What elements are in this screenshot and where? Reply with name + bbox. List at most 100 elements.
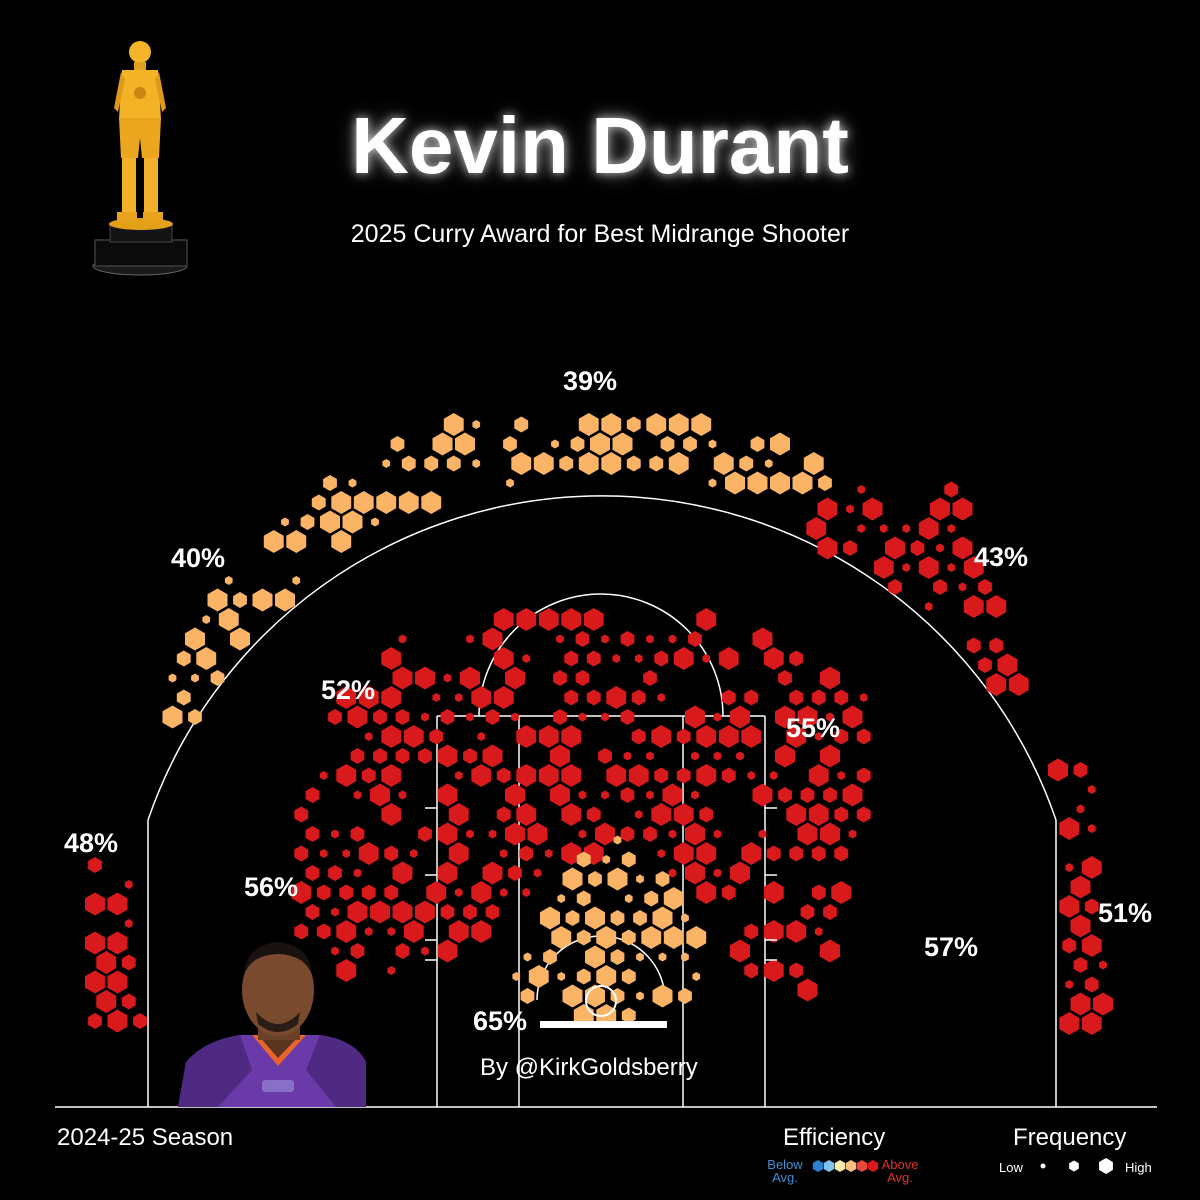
shot-hex-above-break-3-left xyxy=(424,455,439,472)
shot-hex-long-midrange xyxy=(747,771,756,780)
chart-subtitle: 2025 Curry Award for Best Midrange Shoot… xyxy=(350,220,850,248)
shot-hex-above-break-3-left xyxy=(668,452,689,475)
shot-hex-long-midrange xyxy=(443,673,452,683)
shot-hex-paint xyxy=(551,926,572,949)
shot-hex-above-break-3-left xyxy=(185,627,205,651)
frequency-small-marker xyxy=(1040,1163,1046,1169)
shot-hex-above-break-3-left xyxy=(514,416,529,433)
shot-hex-long-midrange xyxy=(409,849,418,858)
shot-hex-corner-3-right xyxy=(1059,1012,1080,1035)
shot-hex-long-midrange xyxy=(601,712,609,722)
shot-hex-long-midrange xyxy=(575,670,590,686)
shot-hex-paint xyxy=(681,952,689,962)
shot-hex-above-break-3-left xyxy=(196,647,217,670)
efficiency-legend-title: Efficiency xyxy=(783,1124,886,1151)
shot-hex-above-break-3-left xyxy=(401,455,416,472)
shot-hex-long-midrange xyxy=(811,845,826,862)
shot-hex-long-midrange xyxy=(775,744,795,768)
shot-hex-long-midrange xyxy=(516,803,537,826)
shot-hex-long-midrange xyxy=(370,900,390,924)
shot-hex-long-midrange xyxy=(347,900,368,924)
shot-hex-above-break-3-left xyxy=(390,436,405,452)
shot-hex-paint xyxy=(512,972,521,981)
shot-hex-corner-3-left xyxy=(85,892,105,916)
shot-hex-corner-3-left xyxy=(133,1013,147,1029)
shot-hex-above-break-3-right xyxy=(879,524,888,533)
shot-hex-long-midrange xyxy=(691,790,699,800)
shot-hex-above-break-3-left xyxy=(176,689,191,706)
shot-hex-long-midrange xyxy=(381,803,402,826)
shot-hex-long-midrange xyxy=(620,826,635,842)
shot-hex-long-midrange xyxy=(834,728,849,745)
shot-hex-paint xyxy=(610,910,625,926)
shot-hex-long-midrange xyxy=(834,689,849,706)
shot-hex-long-midrange xyxy=(418,826,432,842)
shot-hex-long-midrange xyxy=(336,686,357,709)
player-photo xyxy=(178,942,366,1107)
shot-hex-long-midrange xyxy=(595,822,615,846)
shot-hex-long-midrange xyxy=(643,826,657,842)
shot-hex-long-midrange xyxy=(482,744,503,768)
shot-hex-above-break-3-left xyxy=(252,588,273,612)
shot-hex-above-break-3-right xyxy=(843,540,857,556)
shot-hex-above-break-3-left xyxy=(770,432,790,456)
shot-hex-long-midrange xyxy=(437,822,458,846)
shot-hex-above-break-3-left xyxy=(233,592,247,608)
frequency-medium-marker xyxy=(1069,1160,1079,1172)
shot-hex-long-midrange xyxy=(601,790,609,800)
shot-hex-corner-3-right xyxy=(1081,1012,1102,1035)
shot-hex-long-midrange xyxy=(305,826,320,842)
efficiency-swatch xyxy=(867,1160,879,1172)
shot-hex-above-break-3-right xyxy=(978,579,992,595)
shot-hex-long-midrange xyxy=(811,884,826,901)
shot-hex-long-midrange xyxy=(623,751,632,761)
shot-hex-paint xyxy=(562,984,583,1008)
shot-hex-long-midrange xyxy=(789,845,804,862)
shot-hex-above-break-3-left xyxy=(708,478,717,488)
zone-label-short-midrange-right: 57% xyxy=(924,932,978,962)
shot-hex-long-midrange xyxy=(294,806,309,823)
shot-hex-long-midrange xyxy=(421,712,429,722)
shot-hex-above-break-3-right xyxy=(986,673,1007,696)
shot-hex-long-midrange xyxy=(842,705,863,729)
shot-hex-above-break-3-right xyxy=(997,653,1018,677)
shot-hex-long-midrange xyxy=(826,712,834,722)
shot-hex-long-midrange xyxy=(856,728,871,745)
shot-hex-above-break-3-right xyxy=(924,602,933,611)
shot-hex-long-midrange xyxy=(823,787,837,803)
shot-hex-long-midrange xyxy=(358,842,379,865)
shot-hex-long-midrange xyxy=(496,806,511,823)
frequency-large-marker xyxy=(1099,1158,1113,1174)
shot-hex-above-break-3-left xyxy=(668,413,689,436)
shot-hex-corner-3-left xyxy=(107,931,128,955)
shot-hex-long-midrange xyxy=(305,787,320,803)
shot-hex-corner-3-right xyxy=(1084,976,1099,993)
shot-hex-above-break-3-left xyxy=(578,413,599,436)
shot-hex-long-midrange xyxy=(493,686,514,709)
shot-hex-paint xyxy=(663,887,684,910)
shot-hex-long-midrange xyxy=(496,767,511,784)
shot-hex-long-midrange xyxy=(516,764,537,787)
shot-hex-above-break-3-left xyxy=(590,432,610,456)
shot-hex-long-midrange xyxy=(364,732,373,741)
shot-hex-long-midrange xyxy=(763,881,784,904)
shot-hex-corner-3-left xyxy=(121,954,136,971)
shot-hex-long-midrange xyxy=(336,920,357,943)
shot-hex-above-break-3-left xyxy=(455,432,475,456)
shot-hex-paint xyxy=(610,949,625,965)
shot-hex-long-midrange xyxy=(586,650,601,667)
shot-hex-above-break-3-left xyxy=(331,491,352,514)
shot-hex-long-midrange xyxy=(586,806,601,823)
shot-hex-above-break-3-left xyxy=(188,709,202,725)
shot-hex-above-break-3-right xyxy=(936,543,944,553)
shot-hex-paint xyxy=(565,910,580,926)
shot-hex-long-midrange xyxy=(305,865,320,881)
frequency-legend xyxy=(1040,1158,1113,1174)
shot-hex-long-midrange xyxy=(628,764,649,787)
shot-hex-above-break-3-left xyxy=(601,452,622,475)
shot-hex-long-midrange xyxy=(808,764,829,787)
shot-hex-above-break-3-left xyxy=(210,670,225,686)
shot-hex-long-midrange xyxy=(651,803,672,826)
shot-hex-above-break-3-right xyxy=(966,637,981,654)
shot-hex-long-midrange xyxy=(392,666,413,690)
